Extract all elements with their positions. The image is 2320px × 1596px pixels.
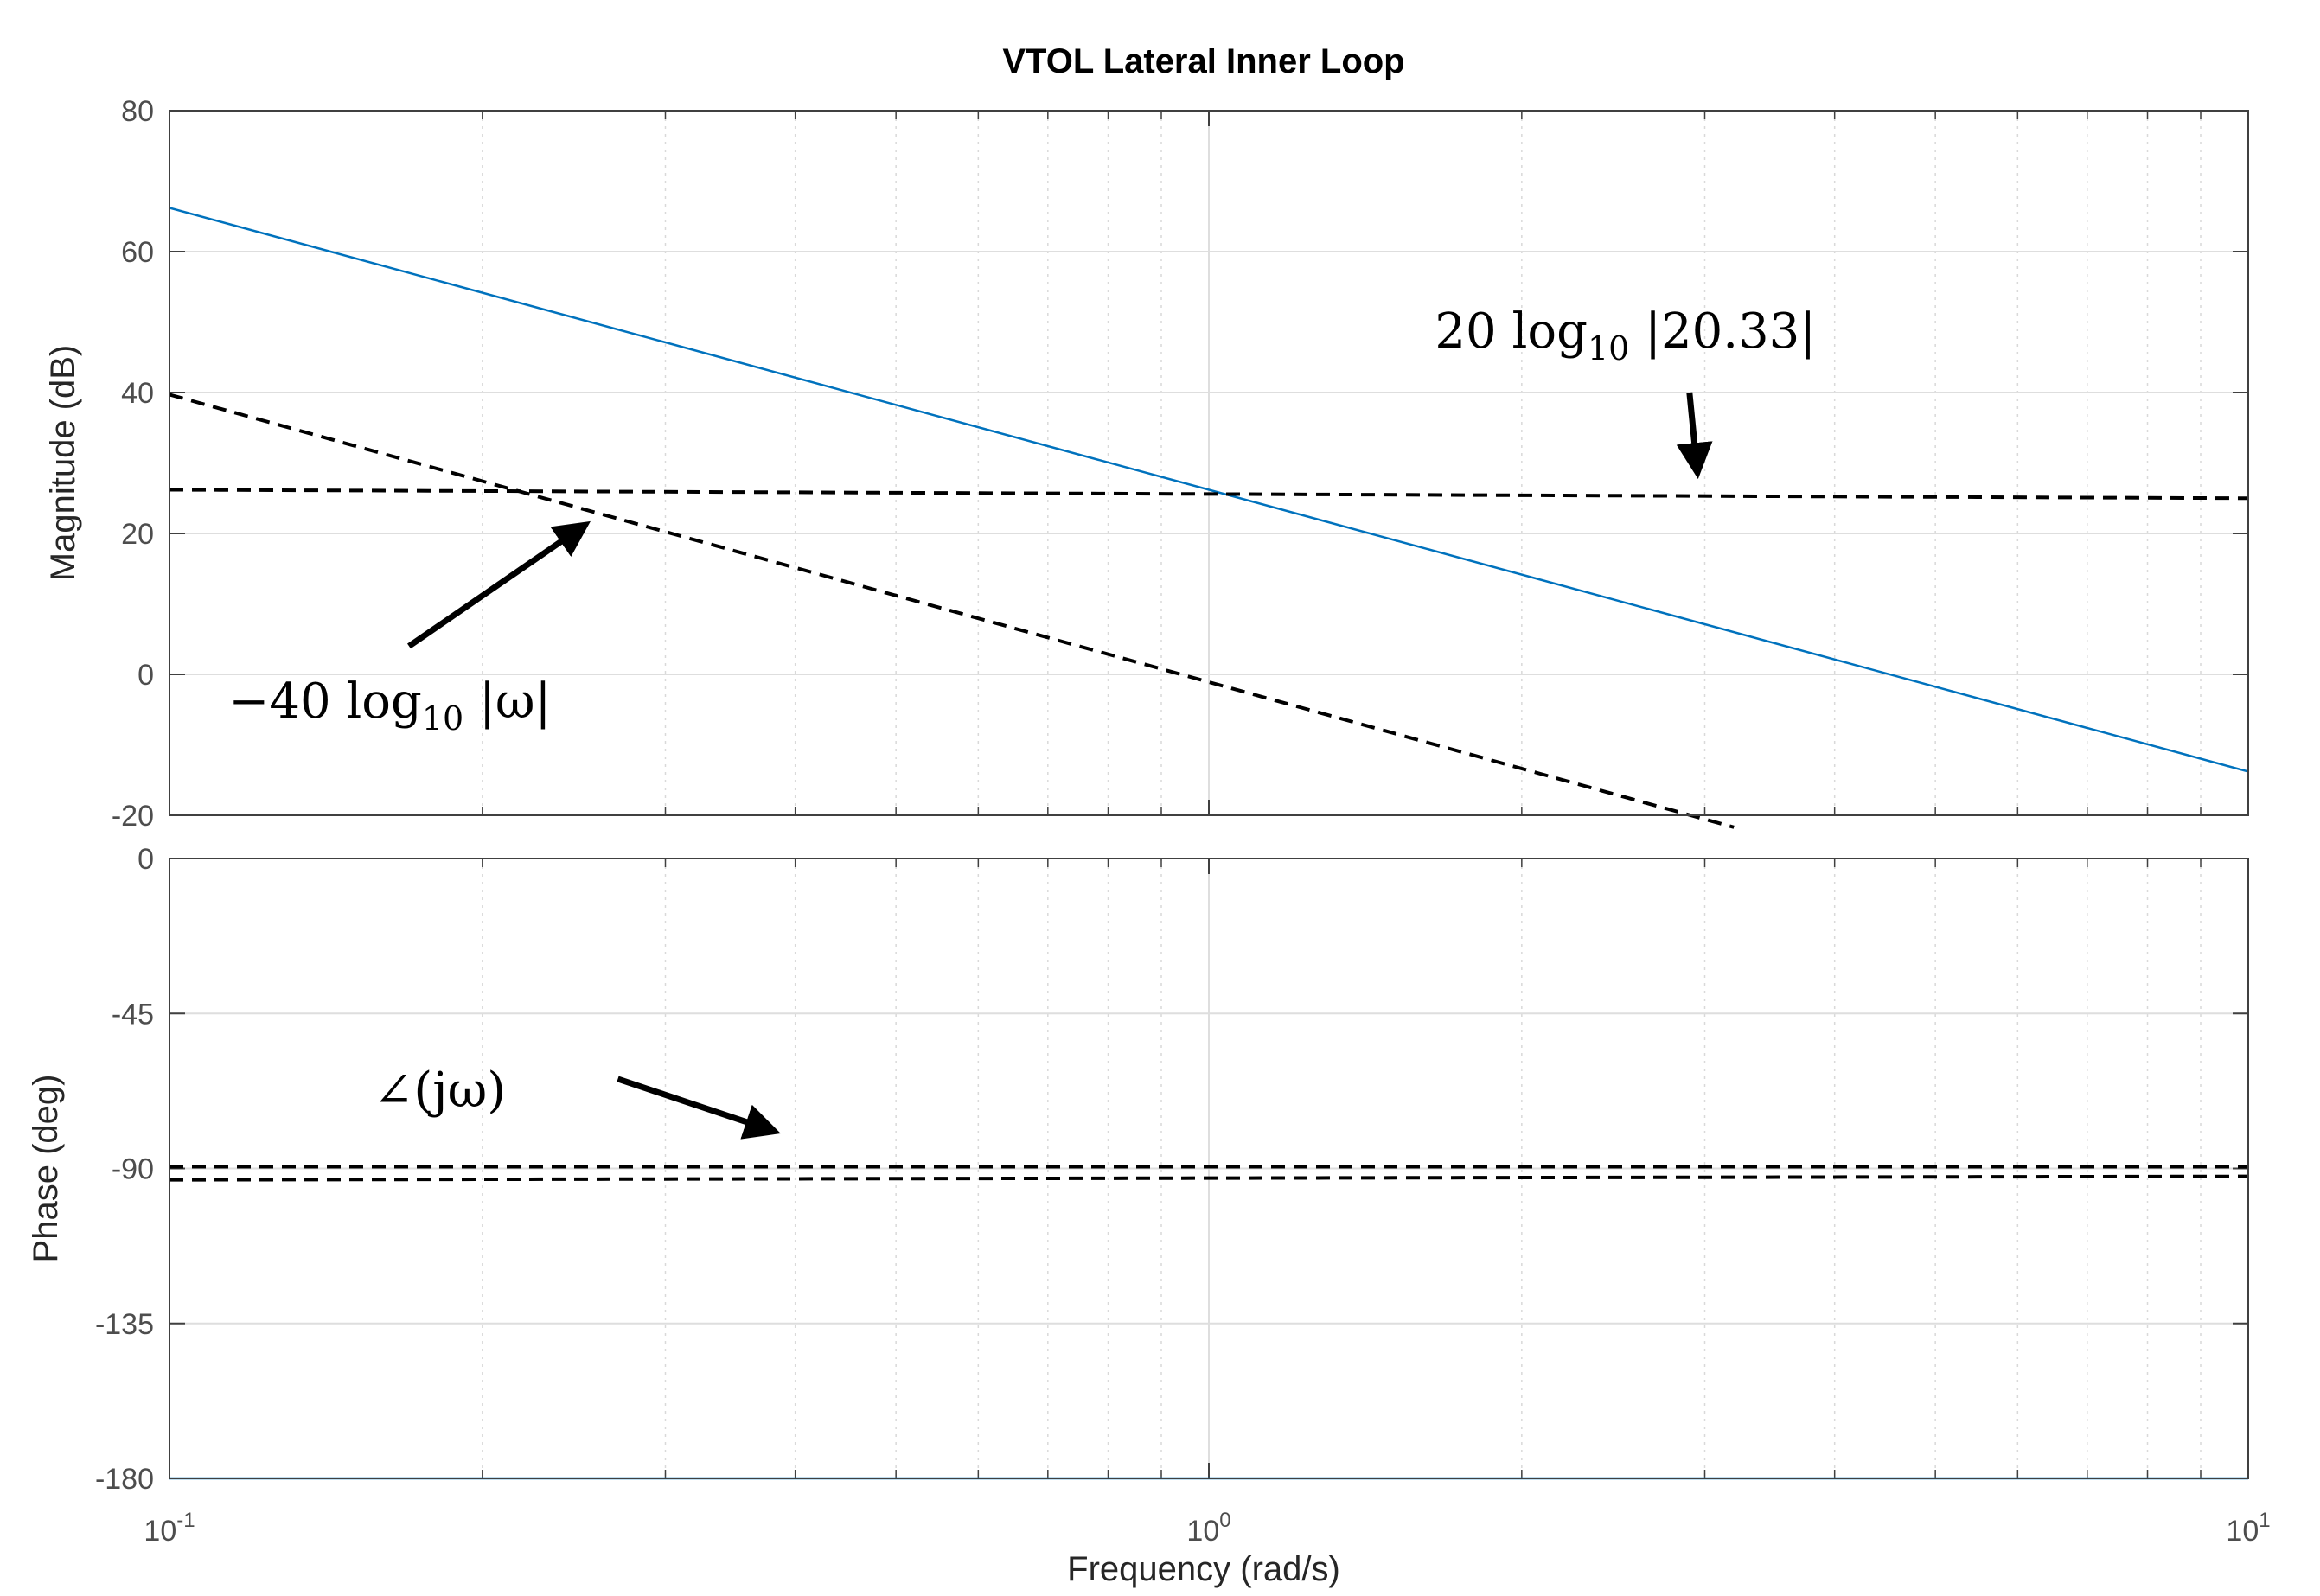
- y-tick-label: 20: [121, 518, 154, 551]
- y-axis-label: Magnitude (dB): [44, 345, 82, 581]
- y-tick-label: -180: [95, 1463, 154, 1496]
- y-tick-label: 80: [121, 95, 154, 128]
- annotation-label: −40 log10 |ω|: [228, 674, 551, 737]
- x-tick-label: 101: [2226, 1509, 2270, 1548]
- x-tick-labels: 10-1 100 101: [144, 1509, 2270, 1548]
- y-tick-label: -135: [95, 1308, 154, 1341]
- annotation-label: 20 log10 |20.33|: [1435, 303, 1816, 367]
- y-tick-label: 40: [121, 377, 154, 410]
- y-tick-label: 0: [137, 843, 154, 876]
- y-tick-label: 0: [137, 659, 154, 692]
- x-axis-label: Frequency (rad/s): [1067, 1550, 1340, 1588]
- phase-axes-box: [169, 858, 2249, 1479]
- y-tick-label: -20: [112, 800, 154, 833]
- annotation-label: ∠(jω): [373, 1063, 506, 1119]
- y-tick-label: -45: [112, 998, 154, 1031]
- chart-title: VTOL Lateral Inner Loop: [1002, 42, 1404, 80]
- annotation-arrow: [617, 1076, 781, 1140]
- annotation-arrow: [407, 520, 591, 649]
- annotation-arrow: [1676, 392, 1713, 480]
- y-axis-label: Phase (deg): [27, 1075, 65, 1263]
- x-tick-label: 10-1: [144, 1509, 195, 1548]
- magnitude-axes-box: [169, 110, 2249, 816]
- phase-panel: -180 -135 -90 -45 0 Phase (deg) ∠(jω): [27, 843, 2249, 1496]
- asymptote-line: [169, 1174, 2249, 1182]
- asymptote-line: [169, 488, 2249, 501]
- y-tick-label: 60: [121, 236, 154, 269]
- asymptote-line: [169, 393, 1735, 829]
- magnitude-panel: -20 0 20 40 60 80 Magnitude (dB) 20 log10 |20.3…: [44, 95, 2249, 833]
- x-tick-label: 100: [1186, 1509, 1230, 1548]
- y-tick-label: -90: [112, 1153, 154, 1186]
- response-line: [169, 207, 2248, 773]
